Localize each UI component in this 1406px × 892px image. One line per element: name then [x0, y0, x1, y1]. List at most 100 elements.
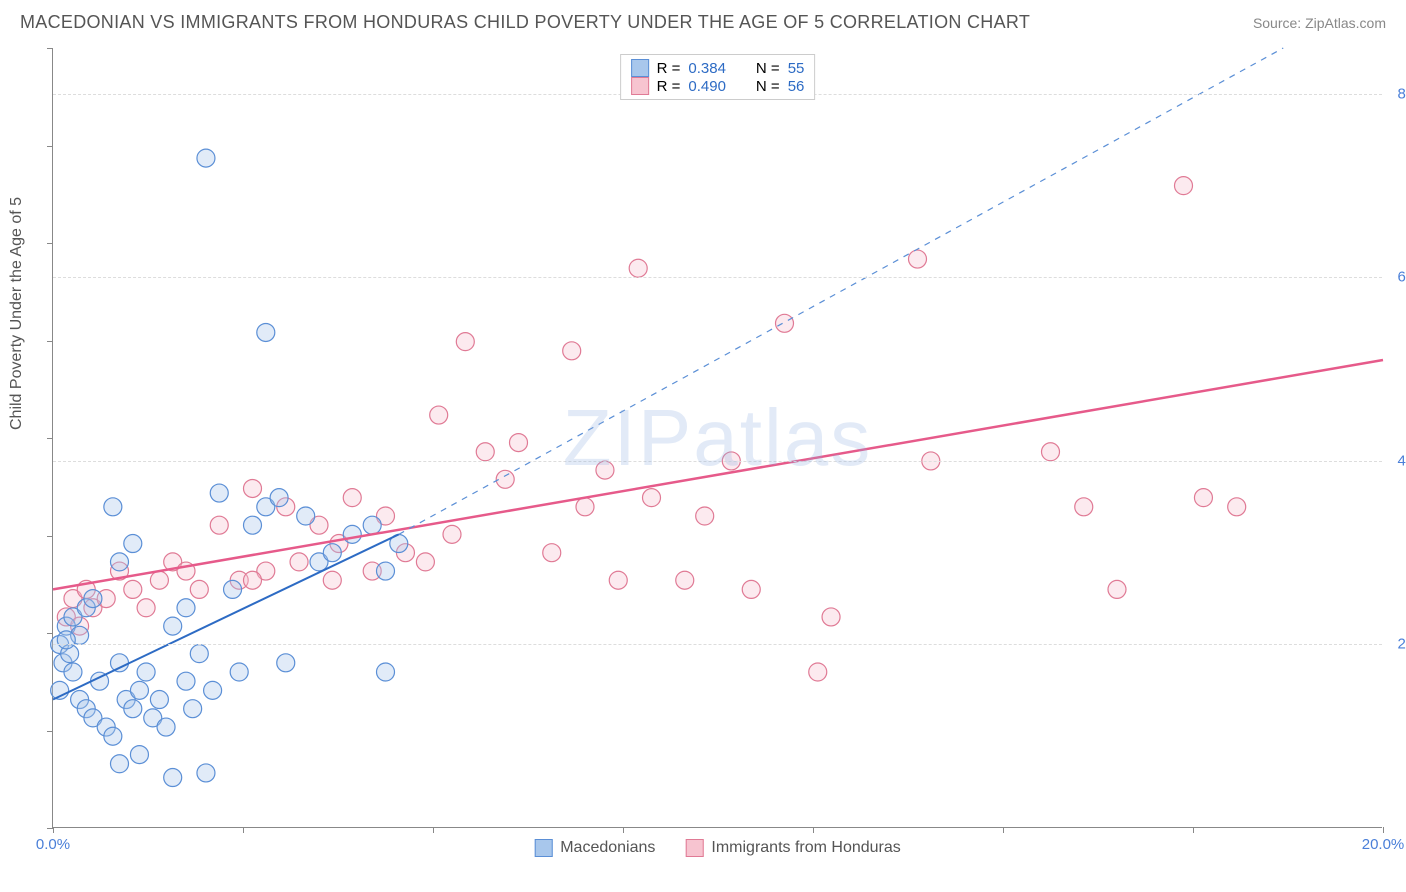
point-macedonians	[197, 764, 215, 782]
point-honduras	[290, 553, 308, 571]
point-honduras	[244, 479, 262, 497]
point-macedonians	[184, 700, 202, 718]
point-honduras	[1075, 498, 1093, 516]
point-honduras	[443, 525, 461, 543]
point-honduras	[543, 544, 561, 562]
point-macedonians	[224, 580, 242, 598]
point-honduras	[456, 333, 474, 351]
point-macedonians	[230, 663, 248, 681]
point-macedonians	[257, 323, 275, 341]
point-macedonians	[270, 489, 288, 507]
point-macedonians	[210, 484, 228, 502]
point-honduras	[1108, 580, 1126, 598]
legend-item-honduras: Immigrants from Honduras	[685, 839, 900, 857]
point-macedonians	[157, 718, 175, 736]
chart-plot-area: ZIPatlas R = 0.384 N = 55 R = 0.490 N = …	[52, 48, 1382, 828]
point-macedonians	[104, 498, 122, 516]
legend-row: R = 0.384 N = 55	[631, 59, 805, 77]
n-value-macedonians: 55	[788, 60, 805, 77]
point-macedonians	[190, 645, 208, 663]
point-macedonians	[130, 681, 148, 699]
chart-title: MACEDONIAN VS IMMIGRANTS FROM HONDURAS C…	[20, 12, 1030, 33]
n-label: N =	[756, 78, 780, 95]
point-macedonians	[64, 663, 82, 681]
r-label: R =	[657, 78, 681, 95]
point-macedonians	[363, 516, 381, 534]
point-honduras	[576, 498, 594, 516]
point-honduras	[496, 470, 514, 488]
point-honduras	[1175, 177, 1193, 195]
point-macedonians	[297, 507, 315, 525]
point-honduras	[776, 314, 794, 332]
point-honduras	[244, 571, 262, 589]
point-honduras	[609, 571, 627, 589]
point-macedonians	[57, 631, 75, 649]
point-honduras	[430, 406, 448, 424]
point-macedonians	[177, 672, 195, 690]
point-honduras	[742, 580, 760, 598]
r-value-honduras: 0.490	[688, 78, 726, 95]
point-macedonians	[177, 599, 195, 617]
point-macedonians	[111, 553, 129, 571]
x-tick-label: 0.0%	[36, 836, 70, 853]
r-label: R =	[657, 60, 681, 77]
point-honduras	[909, 250, 927, 268]
point-macedonians	[164, 617, 182, 635]
point-honduras	[510, 434, 528, 452]
y-tick-label: 40.0%	[1397, 452, 1406, 469]
n-label: N =	[756, 60, 780, 77]
point-honduras	[696, 507, 714, 525]
y-tick-label: 20.0%	[1397, 636, 1406, 653]
point-macedonians	[137, 663, 155, 681]
r-value-macedonians: 0.384	[688, 60, 726, 77]
point-honduras	[1228, 498, 1246, 516]
point-honduras	[822, 608, 840, 626]
swatch-macedonians-icon	[631, 59, 649, 77]
correlation-legend: R = 0.384 N = 55 R = 0.490 N = 56	[620, 54, 816, 100]
scatter-svg	[53, 48, 1382, 827]
point-macedonians	[84, 590, 102, 608]
point-honduras	[343, 489, 361, 507]
point-honduras	[596, 461, 614, 479]
point-macedonians	[150, 691, 168, 709]
point-macedonians	[124, 700, 142, 718]
series-legend: Macedonians Immigrants from Honduras	[534, 839, 901, 857]
point-macedonians	[377, 663, 395, 681]
swatch-macedonians-icon	[534, 839, 552, 857]
point-macedonians	[104, 727, 122, 745]
trend-line-honduras	[53, 360, 1383, 589]
point-honduras	[563, 342, 581, 360]
point-macedonians	[130, 746, 148, 764]
legend-label: Immigrants from Honduras	[711, 839, 900, 857]
point-honduras	[1194, 489, 1212, 507]
point-honduras	[643, 489, 661, 507]
point-honduras	[150, 571, 168, 589]
point-honduras	[124, 580, 142, 598]
point-honduras	[1042, 443, 1060, 461]
point-honduras	[476, 443, 494, 461]
point-honduras	[416, 553, 434, 571]
point-honduras	[809, 663, 827, 681]
point-honduras	[210, 516, 228, 534]
y-axis-label: Child Poverty Under the Age of 5	[8, 197, 26, 430]
swatch-honduras-icon	[685, 839, 703, 857]
point-macedonians	[111, 755, 129, 773]
source-label: Source: ZipAtlas.com	[1253, 15, 1386, 31]
point-macedonians	[277, 654, 295, 672]
y-tick-label: 80.0%	[1397, 85, 1406, 102]
legend-item-macedonians: Macedonians	[534, 839, 655, 857]
point-honduras	[629, 259, 647, 277]
point-honduras	[190, 580, 208, 598]
point-honduras	[137, 599, 155, 617]
point-macedonians	[164, 769, 182, 787]
swatch-honduras-icon	[631, 77, 649, 95]
n-value-honduras: 56	[788, 78, 805, 95]
point-honduras	[676, 571, 694, 589]
x-tick-label: 20.0%	[1362, 836, 1405, 853]
point-macedonians	[124, 535, 142, 553]
point-macedonians	[197, 149, 215, 167]
point-macedonians	[323, 544, 341, 562]
legend-label: Macedonians	[560, 839, 655, 857]
point-macedonians	[343, 525, 361, 543]
legend-row: R = 0.490 N = 56	[631, 77, 805, 95]
